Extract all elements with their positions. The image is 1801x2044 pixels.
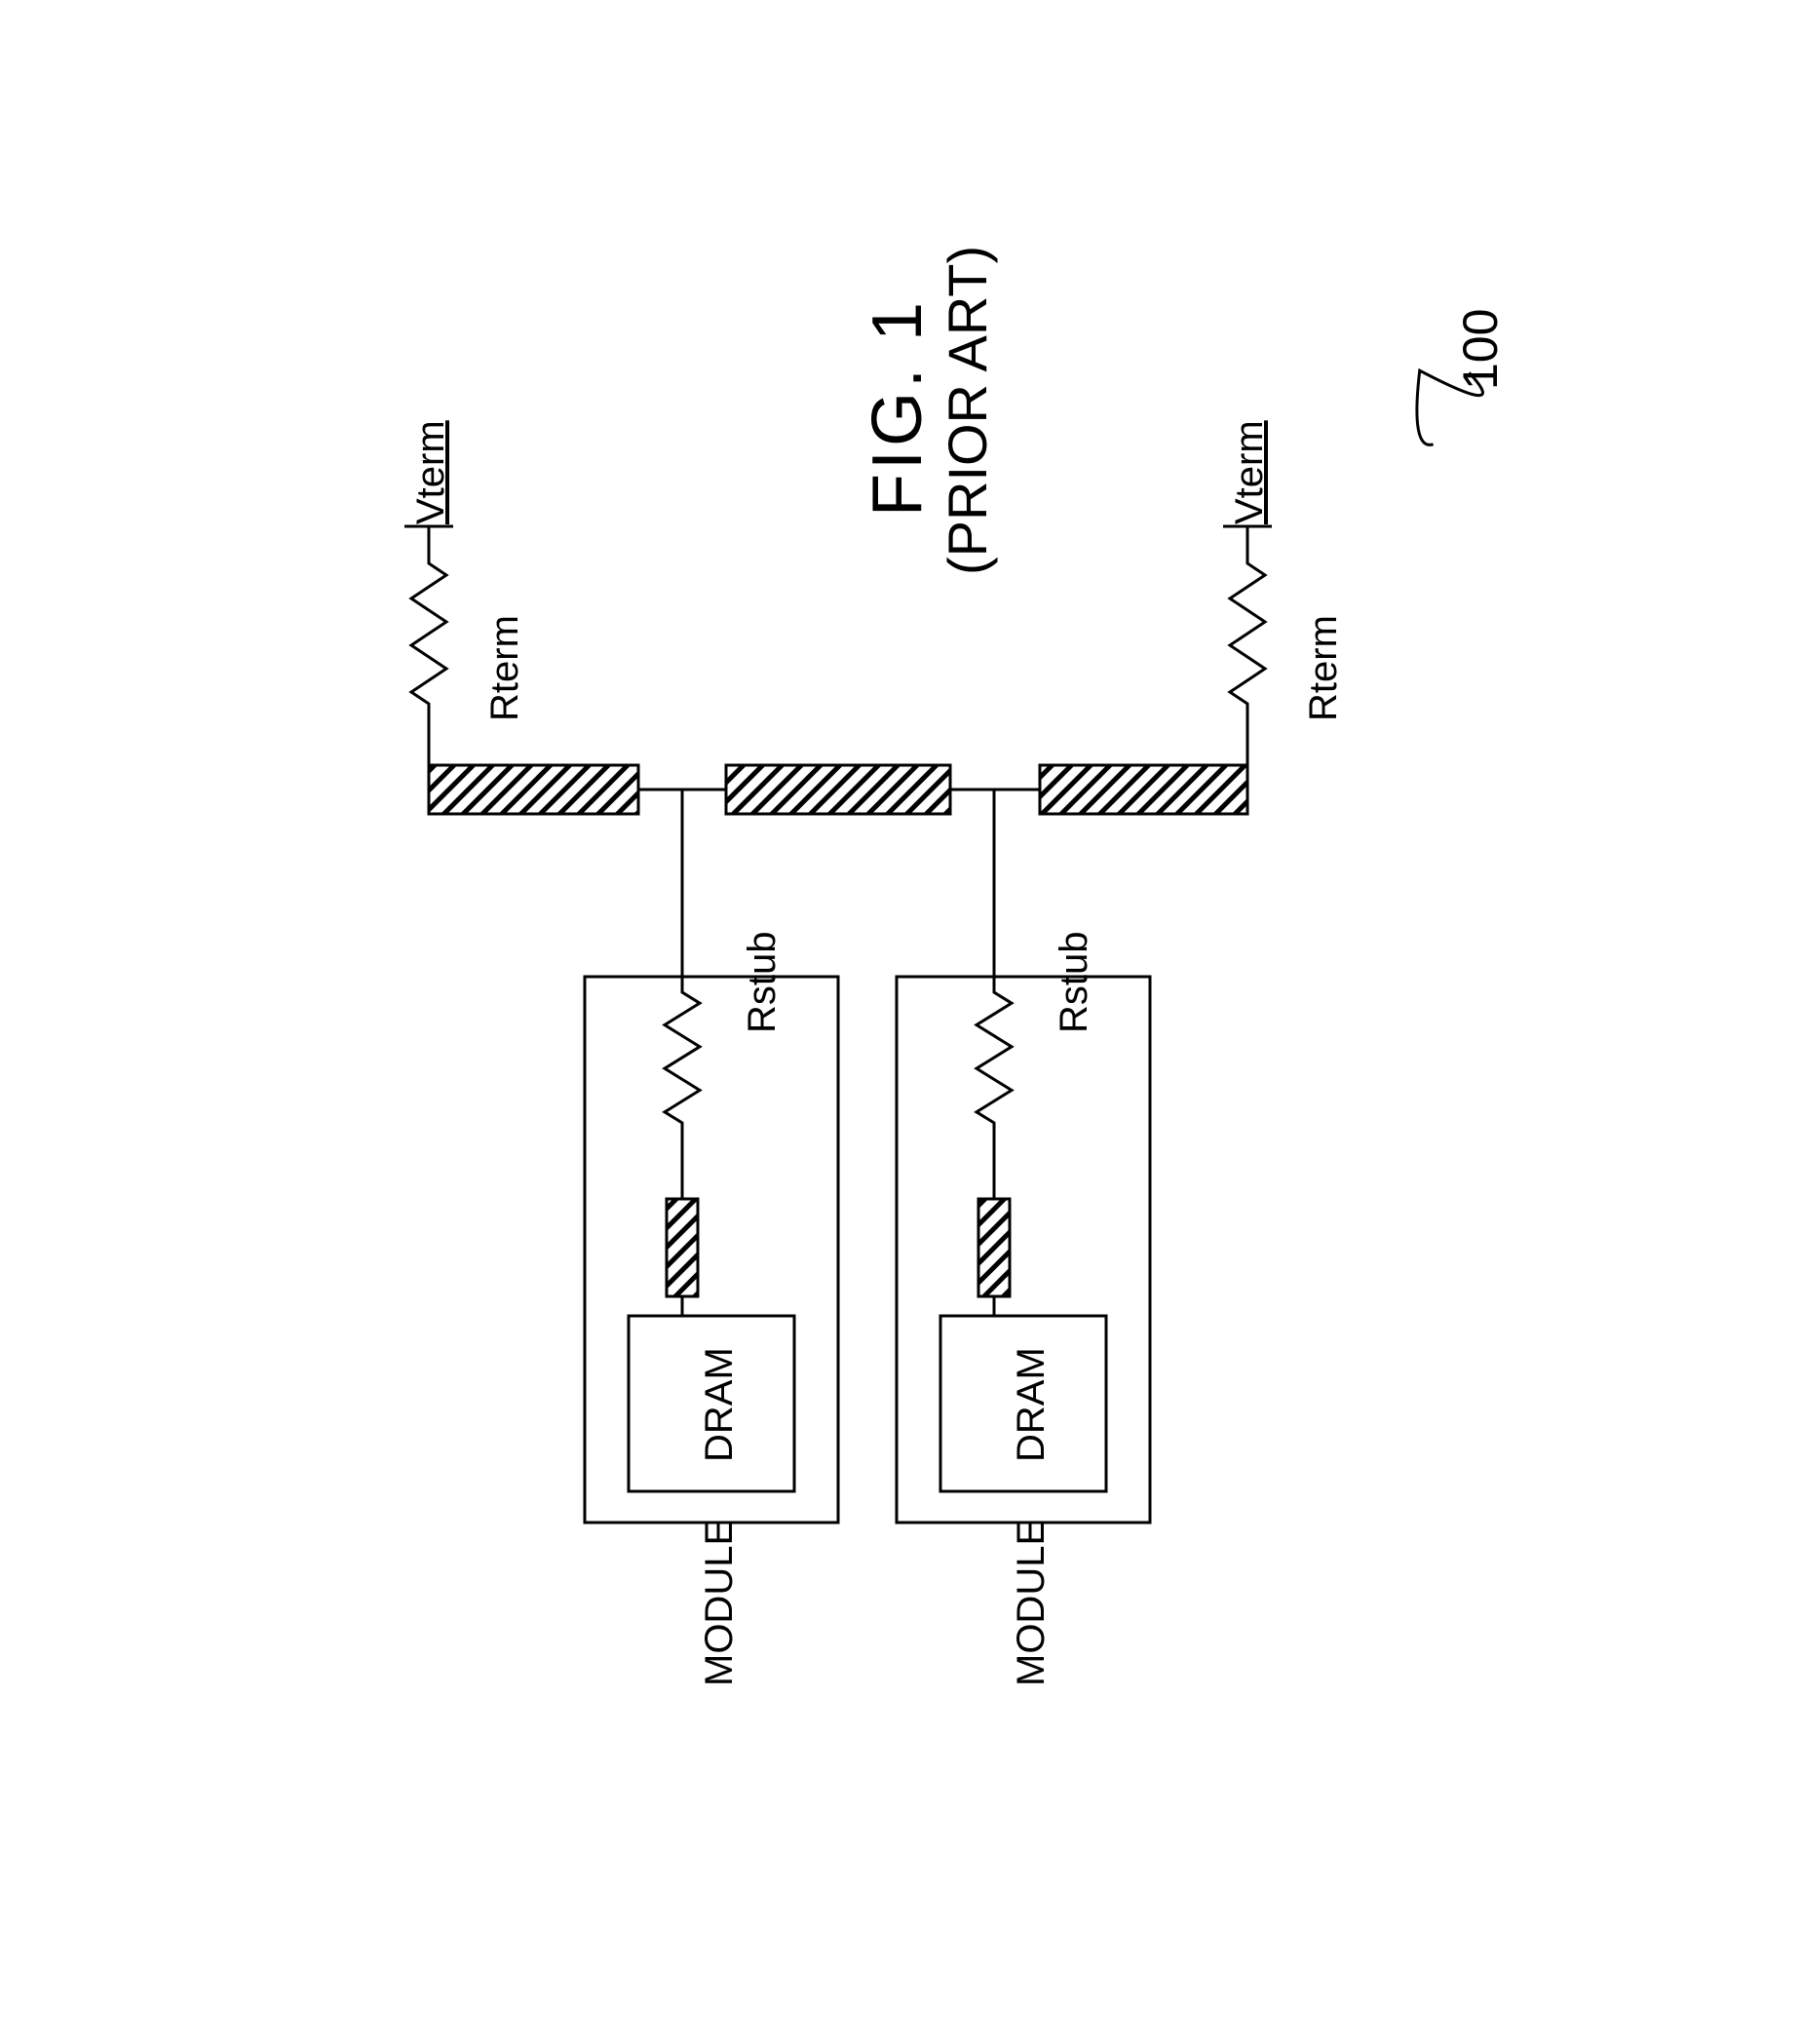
- module-label-2: MODULE: [1010, 1520, 1054, 1686]
- rstub-label-2: Rstub: [1053, 932, 1096, 1034]
- rterm-label-left: Rterm: [483, 615, 527, 721]
- page: FIG. 1 (PRIOR ART) 100 Vterm Vterm Rterm…: [0, 0, 1801, 2044]
- reference-number: 100: [1452, 309, 1509, 390]
- rterm-label-right: Rterm: [1302, 615, 1346, 721]
- dram-label-2: DRAM: [1010, 1347, 1054, 1462]
- figure-title-main: FIG. 1: [858, 298, 938, 517]
- vterm-label-right: Vterm: [1228, 420, 1272, 524]
- rstub-label-1: Rstub: [741, 932, 785, 1034]
- dram-label-1: DRAM: [698, 1347, 742, 1462]
- module-label-1: MODULE: [698, 1520, 742, 1686]
- figure-title-sub: (PRIOR ART): [936, 246, 999, 575]
- vterm-label-left: Vterm: [409, 420, 453, 524]
